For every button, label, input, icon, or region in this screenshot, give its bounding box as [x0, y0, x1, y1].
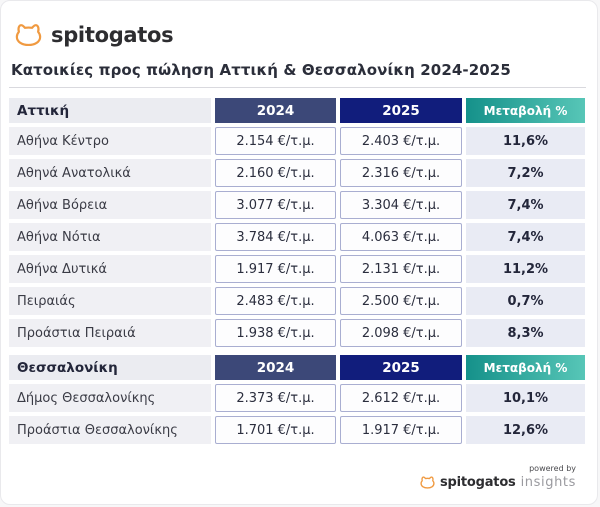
value-2024: 3.077 €/τ.μ. — [215, 191, 336, 219]
cat-logo-icon-small — [420, 476, 435, 489]
section-header-region: Θεσσαλονίκη — [9, 355, 211, 380]
row-label: Αθήνα Δυτικά — [9, 255, 211, 283]
row-label: Αθηνά Ανατολικά — [9, 159, 211, 187]
value-2024: 2.160 €/τ.μ. — [215, 159, 336, 187]
value-2024: 3.784 €/τ.μ. — [215, 223, 336, 251]
value-2025: 2.612 €/τ.μ. — [340, 384, 462, 412]
section-header-region: Αττική — [9, 98, 211, 123]
column-header-2024: 2024 — [215, 98, 336, 123]
value-2025: 2.098 €/τ.μ. — [340, 319, 462, 347]
change-pct: 8,3% — [466, 319, 585, 347]
row-label: Δήμος Θεσσαλονίκης — [9, 384, 211, 412]
table-section-attica: Αττική 2024 2025 Μεταβολή % Αθήνα Κέντρο… — [9, 98, 586, 347]
footer: powered by spitogatos insights — [420, 464, 576, 490]
row-label: Αθήνα Βόρεια — [9, 191, 211, 219]
page-title: Κατοικίες προς πώληση Αττική & Θεσσαλονί… — [11, 61, 511, 79]
row-label: Αθήνα Κέντρο — [9, 127, 211, 155]
value-2024: 2.373 €/τ.μ. — [215, 384, 336, 412]
column-header-2025: 2025 — [340, 355, 462, 380]
column-header-2025: 2025 — [340, 98, 462, 123]
title-divider — [9, 87, 586, 88]
footer-brand-suffix: insights — [520, 475, 576, 490]
change-pct: 11,2% — [466, 255, 585, 283]
value-2024: 1.938 €/τ.μ. — [215, 319, 336, 347]
value-2025: 2.131 €/τ.μ. — [340, 255, 462, 283]
change-pct: 10,1% — [466, 384, 585, 412]
price-table: Αττική 2024 2025 Μεταβολή % Αθήνα Κέντρο… — [9, 98, 586, 444]
column-header-2024: 2024 — [215, 355, 336, 380]
value-2024: 1.917 €/τ.μ. — [215, 255, 336, 283]
row-label: Αθήνα Νότια — [9, 223, 211, 251]
change-pct: 7,2% — [466, 159, 585, 187]
change-pct: 7,4% — [466, 223, 585, 251]
value-2025: 2.403 €/τ.μ. — [340, 127, 462, 155]
change-pct: 0,7% — [466, 287, 585, 315]
value-2025: 1.917 €/τ.μ. — [340, 416, 462, 444]
row-label: Προάστια Θεσσαλονίκης — [9, 416, 211, 444]
value-2025: 4.063 €/τ.μ. — [340, 223, 462, 251]
value-2024: 1.701 €/τ.μ. — [215, 416, 336, 444]
change-pct: 7,4% — [466, 191, 585, 219]
footer-brand: spitogatos insights — [420, 475, 576, 490]
cat-logo-icon — [15, 23, 42, 47]
value-2025: 2.316 €/τ.μ. — [340, 159, 462, 187]
value-2024: 2.483 €/τ.μ. — [215, 287, 336, 315]
change-pct: 12,6% — [466, 416, 585, 444]
row-label: Προάστια Πειραιά — [9, 319, 211, 347]
row-label: Πειραιάς — [9, 287, 211, 315]
footer-brand-text: spitogatos — [439, 475, 516, 490]
brand-logo-text: spitogatos — [51, 23, 174, 47]
change-pct: 11,6% — [466, 127, 585, 155]
value-2024: 2.154 €/τ.μ. — [215, 127, 336, 155]
brand-header: spitogatos — [15, 23, 597, 47]
powered-by-label: powered by — [529, 464, 576, 473]
value-2025: 2.500 €/τ.μ. — [340, 287, 462, 315]
table-section-thessaloniki: Θεσσαλονίκη 2024 2025 Μεταβολή % Δήμος Θ… — [9, 355, 586, 444]
column-header-change: Μεταβολή % — [466, 98, 585, 123]
value-2025: 3.304 €/τ.μ. — [340, 191, 462, 219]
column-header-change: Μεταβολή % — [466, 355, 585, 380]
